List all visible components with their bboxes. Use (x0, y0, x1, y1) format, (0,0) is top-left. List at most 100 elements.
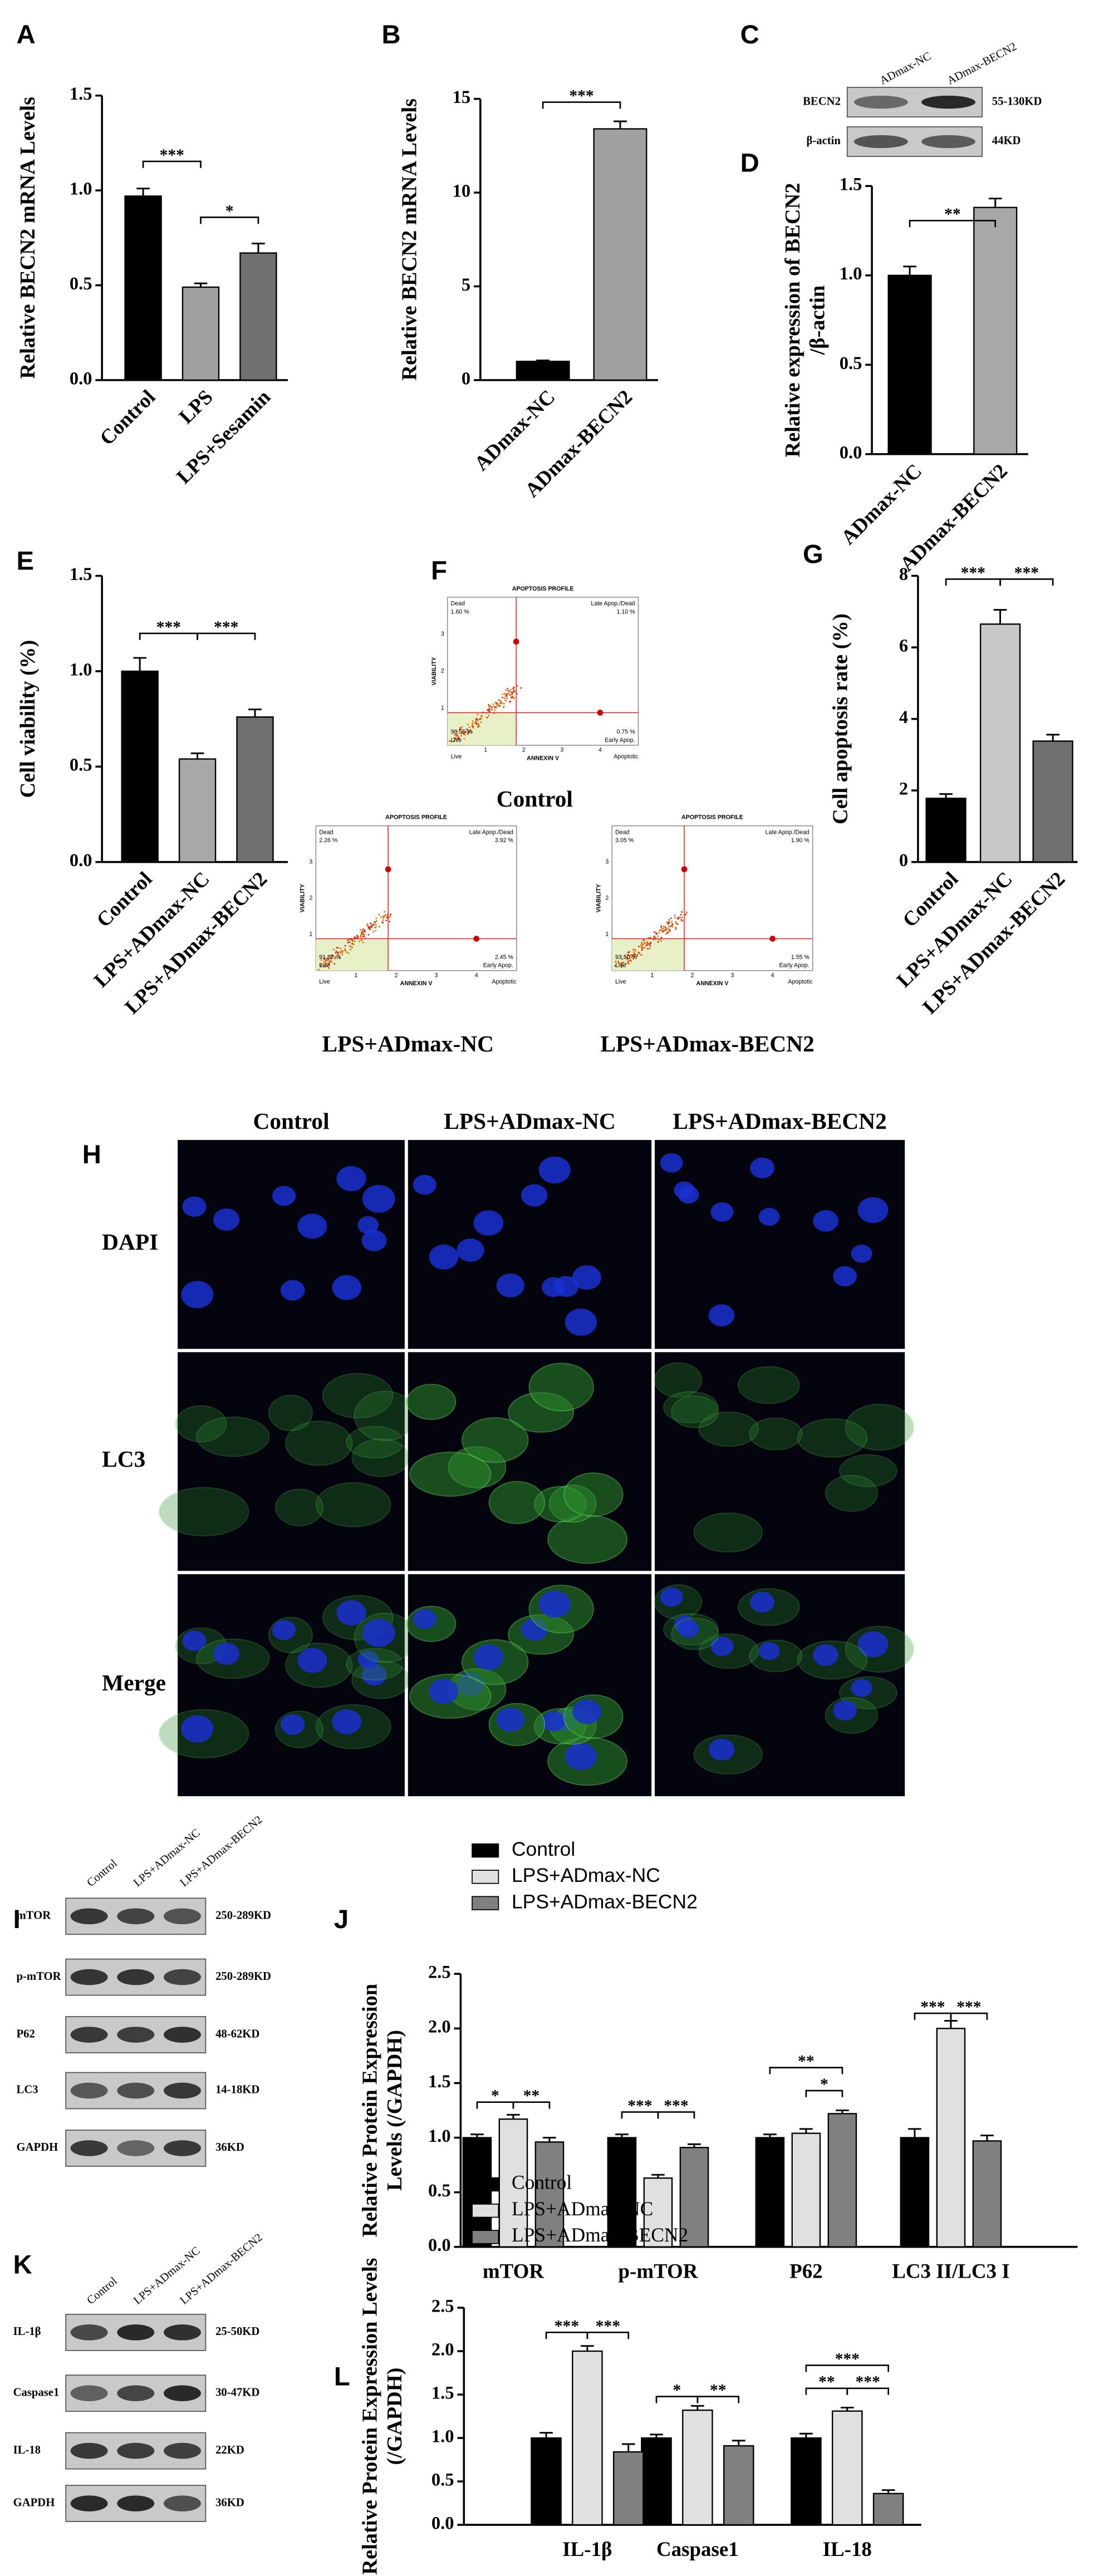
lc3-signal (409, 1452, 492, 1497)
quadrant-name: Dead (451, 601, 465, 607)
event-dot (320, 965, 322, 967)
size-label: 14-18KD (215, 2084, 259, 2096)
lc3-signal (462, 1417, 529, 1463)
event-dot (506, 693, 508, 695)
lc3-signal (671, 1395, 719, 1428)
y-tick-label: 6 (899, 636, 908, 656)
bar (791, 2437, 822, 2526)
bar (236, 716, 274, 863)
x-tick-label: P62 (789, 2259, 822, 2282)
error-bar (903, 266, 916, 276)
event-dot (477, 723, 479, 725)
lc3-signal (528, 1363, 594, 1412)
event-dot (323, 965, 325, 967)
event-dot (671, 921, 673, 923)
event-dot (680, 918, 683, 921)
panel-letter: B (382, 20, 401, 50)
y-tick-label: 0.0 (431, 2514, 454, 2534)
quadrant-value: 0.75 % (616, 729, 635, 735)
y-tick-label: 0.5 (428, 2181, 451, 2201)
event-dot (351, 946, 353, 948)
micrograph (655, 1352, 905, 1571)
significance-label: *** (856, 2373, 880, 2391)
legend-swatch (472, 1896, 499, 1910)
lc3-signal (693, 1512, 763, 1552)
event-dot (354, 937, 356, 939)
nucleus (538, 1590, 571, 1618)
significance-bracket (512, 2101, 551, 2109)
event-dot (372, 931, 375, 933)
nucleus (538, 1156, 571, 1184)
nucleus (181, 1281, 214, 1309)
event-dot (667, 931, 669, 933)
protein-label: mTOR (17, 1910, 52, 1922)
event-dot (494, 707, 496, 709)
event-dot (462, 731, 464, 733)
event-dot (665, 933, 668, 935)
event-dot (640, 954, 642, 956)
x-end-label: Live (615, 979, 626, 985)
quadrant-name: Late Apop./Dead (766, 829, 810, 835)
error-bar (993, 609, 1007, 625)
nucleus (473, 1644, 504, 1670)
event-dot (351, 942, 354, 945)
event-dot (487, 709, 489, 711)
event-dot (641, 948, 644, 950)
quadrant-name: Live (615, 962, 626, 969)
event-dot (674, 914, 676, 916)
event-dot (644, 947, 646, 949)
event-dot (349, 941, 351, 943)
event-dot (453, 734, 455, 736)
event-dot (472, 726, 474, 728)
event-dot (656, 932, 658, 935)
y-axis-label: /β-actin (806, 286, 829, 356)
error-bar (252, 243, 265, 253)
event-dot (475, 722, 477, 725)
lane-label: Control (85, 2275, 120, 2307)
x-tick-label: 3 (560, 747, 563, 754)
event-dot (620, 966, 622, 969)
y-axis-label: Cell apoptosis rate (%) (829, 613, 852, 824)
legend-swatch (472, 2203, 499, 2218)
blot-band (117, 2027, 155, 2043)
significance-label: *** (555, 2317, 579, 2335)
nucleus (182, 1630, 207, 1651)
x-tick-label: IL-18 (823, 2538, 872, 2560)
significance-label: * (820, 2076, 828, 2093)
event-dot (508, 692, 510, 695)
nucleus (457, 1238, 484, 1262)
size-label: 25-50KD (215, 2326, 259, 2338)
plot-label: LPS+ADmax-BECN2 (600, 1031, 814, 1056)
blot-band (117, 2324, 155, 2341)
y-tick-label: 0.0 (70, 368, 92, 389)
y-tick-label: 1.0 (70, 660, 92, 680)
nucleus (851, 1679, 872, 1697)
bar (121, 670, 159, 863)
event-dot (649, 947, 651, 950)
quadrant-value: 1.55 % (791, 954, 810, 961)
significance-bracket (200, 217, 259, 224)
blot-band (921, 135, 975, 149)
event-dot (638, 952, 640, 954)
quadrant-value: 2.45 % (495, 954, 514, 961)
nucleus (678, 1186, 699, 1204)
nucleus (496, 1708, 524, 1732)
y-tick-label: 1 (605, 931, 609, 938)
quadrant-name: Early Apop. (605, 737, 635, 744)
nucleus (833, 1700, 857, 1721)
significance-label: *** (160, 146, 184, 164)
event-dot (328, 961, 331, 963)
bar (723, 2445, 754, 2526)
significance-bracket (950, 2012, 988, 2020)
bar (124, 195, 162, 381)
error-bar (615, 2133, 629, 2138)
nucleus (542, 1277, 566, 1297)
lane-label: ADmax-BECN2 (945, 41, 1019, 87)
event-dot (460, 735, 463, 737)
y-tick-label: 2 (899, 779, 908, 799)
bar (925, 798, 967, 863)
significance-label: * (491, 2087, 499, 2105)
